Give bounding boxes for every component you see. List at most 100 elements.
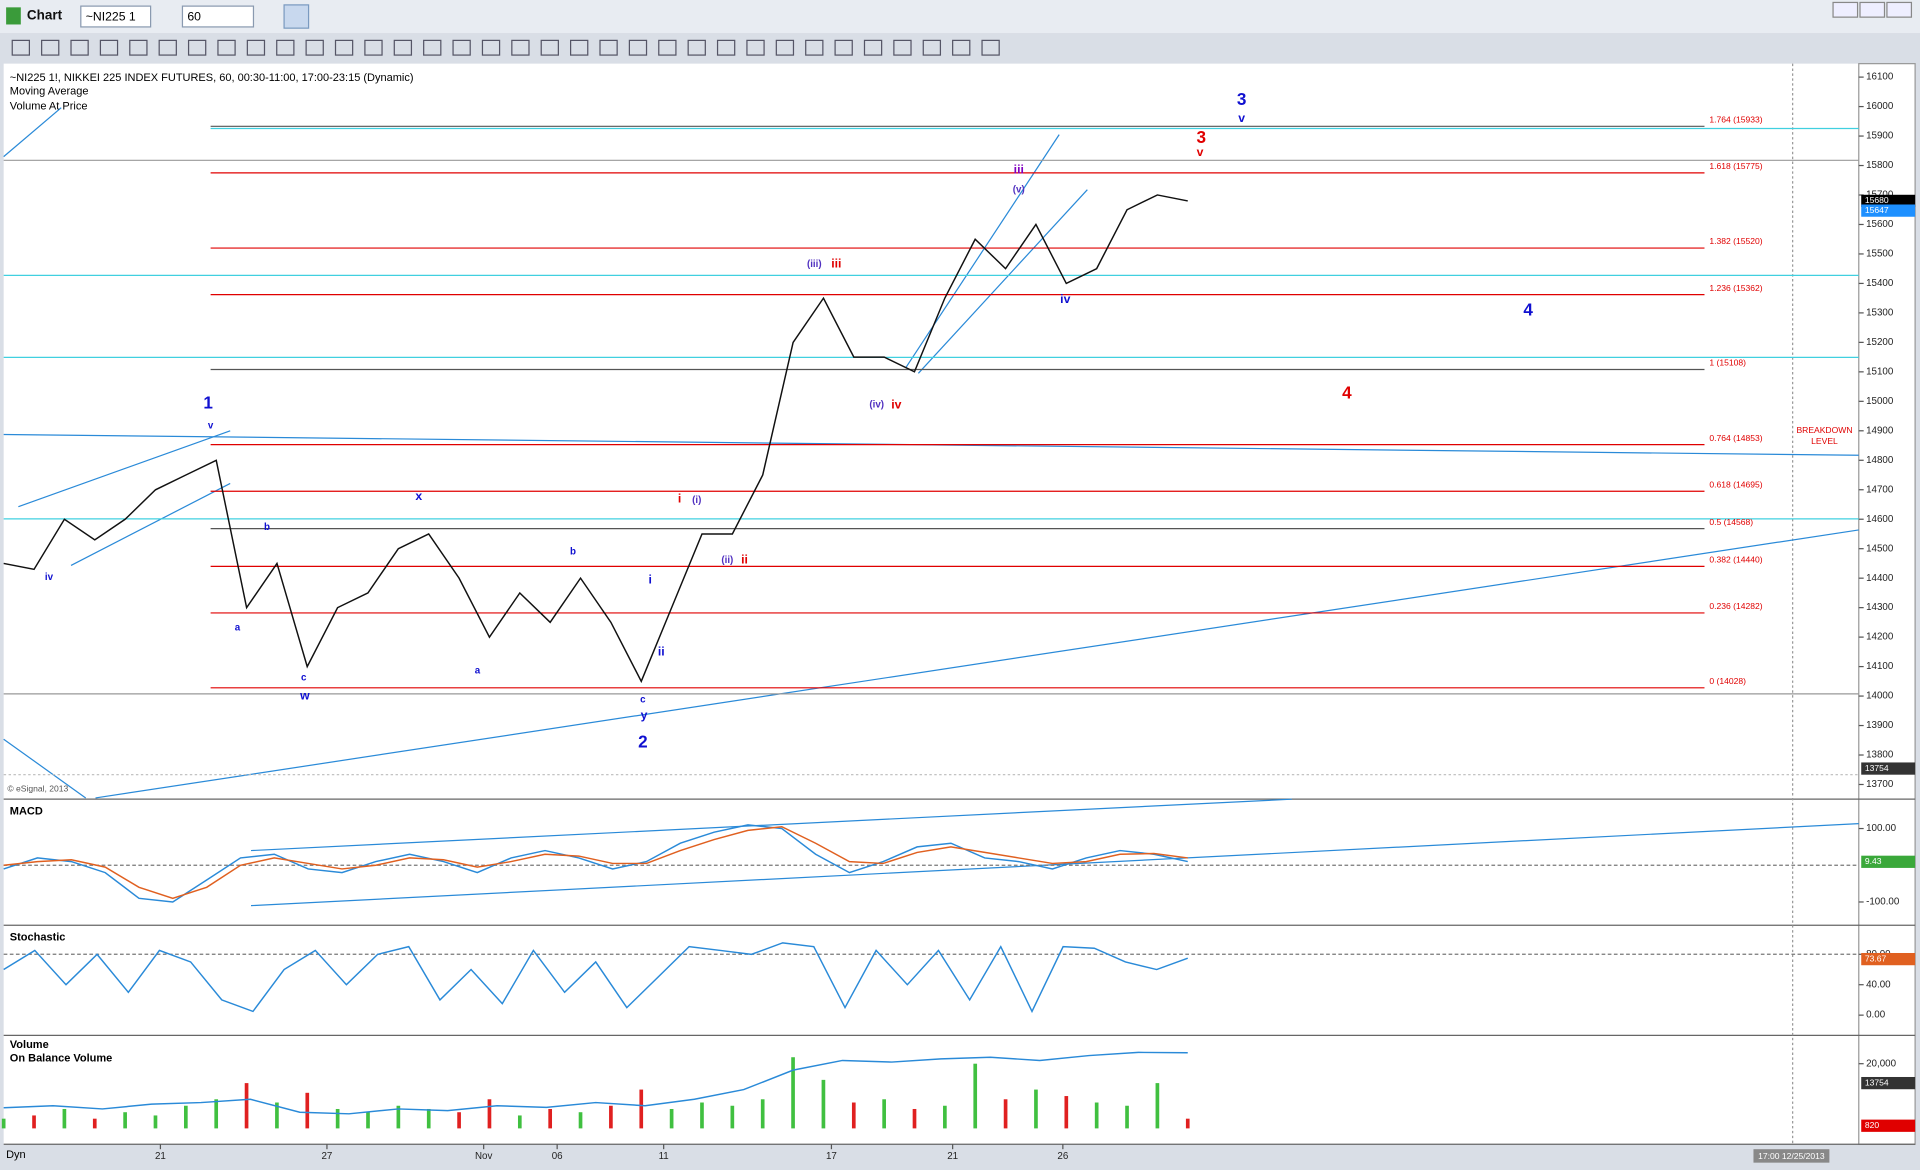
wave-label: v — [1197, 145, 1204, 159]
tool-icon[interactable] — [70, 39, 89, 56]
tool-icon[interactable] — [599, 39, 618, 56]
tool-icon[interactable] — [628, 39, 648, 56]
time-mode[interactable]: Dyn — [6, 1149, 26, 1161]
restore-button[interactable] — [1832, 1, 1859, 18]
price-tag — [1861, 194, 1916, 208]
tool-icon[interactable] — [364, 39, 383, 56]
tool-icon[interactable] — [334, 39, 354, 56]
volume-bar — [426, 1108, 431, 1129]
tool-icon[interactable] — [276, 39, 295, 56]
fib-label: 1.618 (15775) — [1709, 161, 1762, 171]
price-tag — [1861, 1076, 1916, 1090]
volume-bar — [548, 1108, 553, 1129]
volume-bar — [578, 1112, 583, 1129]
wave-label: c — [301, 673, 307, 684]
tool-icon[interactable] — [158, 39, 177, 56]
volume-bar — [32, 1115, 36, 1129]
volume-bar — [366, 1112, 370, 1129]
volume-bar — [943, 1105, 947, 1129]
volume-bar — [760, 1099, 765, 1129]
fib-label: 0.5 (14568) — [1709, 517, 1753, 527]
tool-icon[interactable] — [423, 39, 442, 56]
tool-icon[interactable] — [129, 39, 148, 56]
tool-icon[interactable] — [863, 39, 883, 56]
trend-line — [250, 798, 1292, 852]
interval-text: 60 — [187, 9, 201, 23]
wave-label: v — [1238, 111, 1245, 125]
y-tick-label: 16100 — [1866, 72, 1894, 83]
tool-icon[interactable] — [805, 39, 824, 56]
tool-icon[interactable] — [99, 39, 119, 56]
y-tick-label: 15800 — [1866, 160, 1894, 171]
volume-bar — [1003, 1099, 1008, 1129]
volume-bar — [821, 1079, 826, 1129]
wave-label: ii — [658, 645, 665, 659]
x-tick-label: 17 — [826, 1151, 837, 1162]
wave-label: a — [235, 622, 241, 633]
signal-line — [3, 825, 1188, 900]
x-tick-label: 26 — [1057, 1151, 1068, 1162]
tool-icon[interactable] — [246, 39, 266, 56]
x-tick-label: Nov — [475, 1151, 493, 1162]
symbol-input[interactable] — [80, 5, 152, 28]
wave-label: 3 — [1237, 89, 1247, 109]
tool-icon[interactable] — [834, 39, 853, 56]
tool-icon[interactable] — [511, 39, 530, 56]
y-tick-label: 14000 — [1866, 691, 1894, 702]
tool-icon[interactable] — [540, 39, 559, 56]
wave-label: c — [640, 695, 646, 706]
y-tick-label: 15000 — [1866, 396, 1894, 407]
y-tick-label: 15400 — [1866, 278, 1894, 289]
y-tick-label: 14100 — [1866, 661, 1894, 672]
wave-label: (v) — [1013, 184, 1025, 195]
copyright: © eSignal, 2013 — [7, 784, 68, 794]
price-tag-label: 15647 — [1865, 205, 1889, 215]
interval-input[interactable] — [181, 5, 255, 28]
study-name: Moving Average — [10, 86, 89, 98]
tool-icon[interactable] — [687, 39, 706, 56]
y-tick-label: 13900 — [1866, 720, 1894, 731]
volume-bar — [1064, 1096, 1069, 1129]
tool-icon[interactable] — [893, 39, 912, 56]
volume-bar — [973, 1063, 978, 1129]
tool-icon[interactable] — [187, 39, 207, 56]
tool-icon[interactable] — [981, 39, 1000, 56]
tool-icon[interactable] — [952, 39, 971, 56]
price-tag-label: 15680 — [1865, 195, 1889, 205]
price-tag — [1861, 204, 1916, 217]
tool-icon[interactable] — [11, 39, 30, 56]
window-title: Chart — [27, 7, 63, 22]
tool-icon[interactable] — [41, 39, 60, 56]
trend-line — [95, 529, 1859, 799]
volume-bar — [184, 1105, 188, 1129]
volume-bar — [730, 1105, 735, 1129]
fib-label: 1.236 (15362) — [1709, 283, 1762, 293]
tool-icon[interactable] — [658, 39, 677, 56]
wave-label: x — [415, 489, 422, 503]
tool-icon[interactable] — [716, 39, 736, 56]
volume-bar — [1094, 1102, 1099, 1129]
tool-icon[interactable] — [393, 39, 413, 56]
tool-icon[interactable] — [305, 39, 324, 56]
volume-bar — [123, 1112, 127, 1129]
maximize-button[interactable] — [1859, 1, 1886, 18]
y-tick-label: 100.00 — [1866, 823, 1896, 834]
tool-icon[interactable] — [481, 39, 501, 56]
y-tick-label: 14200 — [1866, 632, 1894, 643]
close-button[interactable] — [1886, 1, 1913, 18]
fib-label: 0.618 (14695) — [1709, 479, 1762, 489]
tool-icon[interactable] — [746, 39, 765, 56]
y-tick-label: -100.00 — [1866, 897, 1900, 908]
tool-icon[interactable] — [217, 39, 236, 56]
wave-label: (ii) — [721, 555, 733, 566]
draw-tool-button[interactable] — [283, 4, 310, 29]
y-tick-label: 15300 — [1866, 307, 1894, 318]
wave-label: i — [649, 572, 652, 586]
tool-icon[interactable] — [570, 39, 589, 56]
tool-icon[interactable] — [452, 39, 471, 56]
tool-icon[interactable] — [922, 39, 942, 56]
volume-bar — [882, 1099, 886, 1129]
tool-icon[interactable] — [775, 39, 795, 56]
volume-bar — [639, 1089, 644, 1129]
price-line — [3, 194, 1188, 684]
